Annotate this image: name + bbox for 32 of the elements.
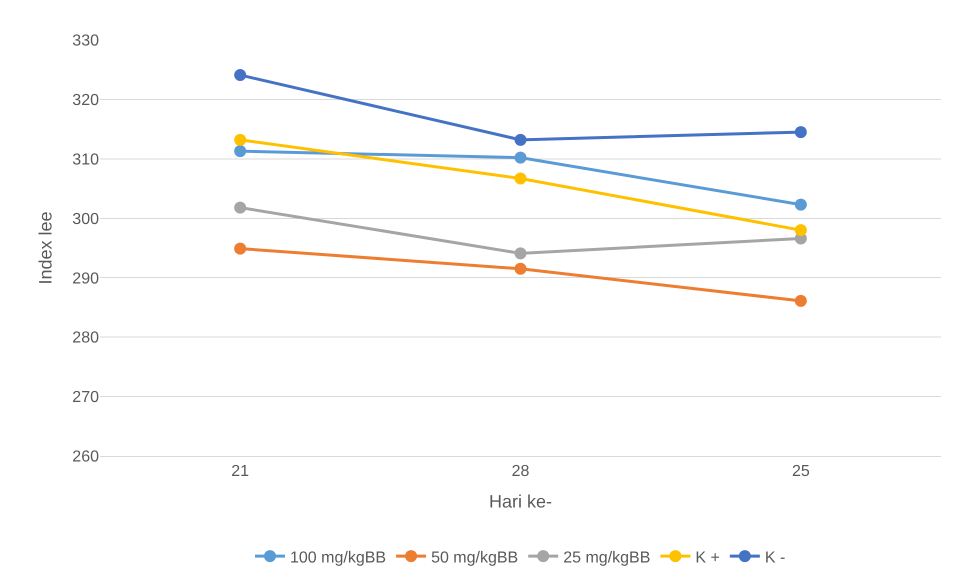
point bbox=[514, 262, 526, 275]
y-axis-title: Index lee bbox=[35, 211, 56, 285]
y-tick-label: 330 bbox=[72, 32, 100, 50]
point bbox=[514, 152, 526, 164]
legend-label: 50 mg/kgBB bbox=[431, 549, 518, 566]
y-tick-label: 320 bbox=[72, 92, 100, 110]
legend-label: 25 mg/kgBB bbox=[563, 549, 650, 566]
point bbox=[514, 134, 526, 146]
point bbox=[794, 126, 807, 138]
x-tick-label: 25 bbox=[792, 463, 810, 480]
point bbox=[234, 145, 246, 158]
x-tick-label: 28 bbox=[512, 463, 530, 480]
point bbox=[514, 247, 526, 260]
y-tick-label: 280 bbox=[72, 330, 100, 347]
y-tick-label: 290 bbox=[72, 270, 100, 288]
point bbox=[794, 198, 807, 211]
y-tick-label: 270 bbox=[72, 389, 100, 406]
point bbox=[234, 202, 246, 214]
point bbox=[514, 172, 526, 184]
legend-label: K + bbox=[695, 549, 720, 566]
point bbox=[794, 294, 807, 307]
legend-label: K - bbox=[764, 549, 786, 566]
point bbox=[794, 224, 807, 236]
x-tick-label: 21 bbox=[231, 463, 250, 480]
point bbox=[234, 242, 246, 255]
y-tick-label: 300 bbox=[72, 210, 100, 228]
point bbox=[234, 69, 246, 82]
legend-label: 100 mg/kgBB bbox=[290, 549, 386, 566]
point bbox=[234, 134, 246, 146]
y-tick-label: 260 bbox=[72, 448, 100, 466]
x-axis-title: Hari ke- bbox=[488, 491, 552, 512]
y-tick-label: 310 bbox=[72, 151, 100, 168]
